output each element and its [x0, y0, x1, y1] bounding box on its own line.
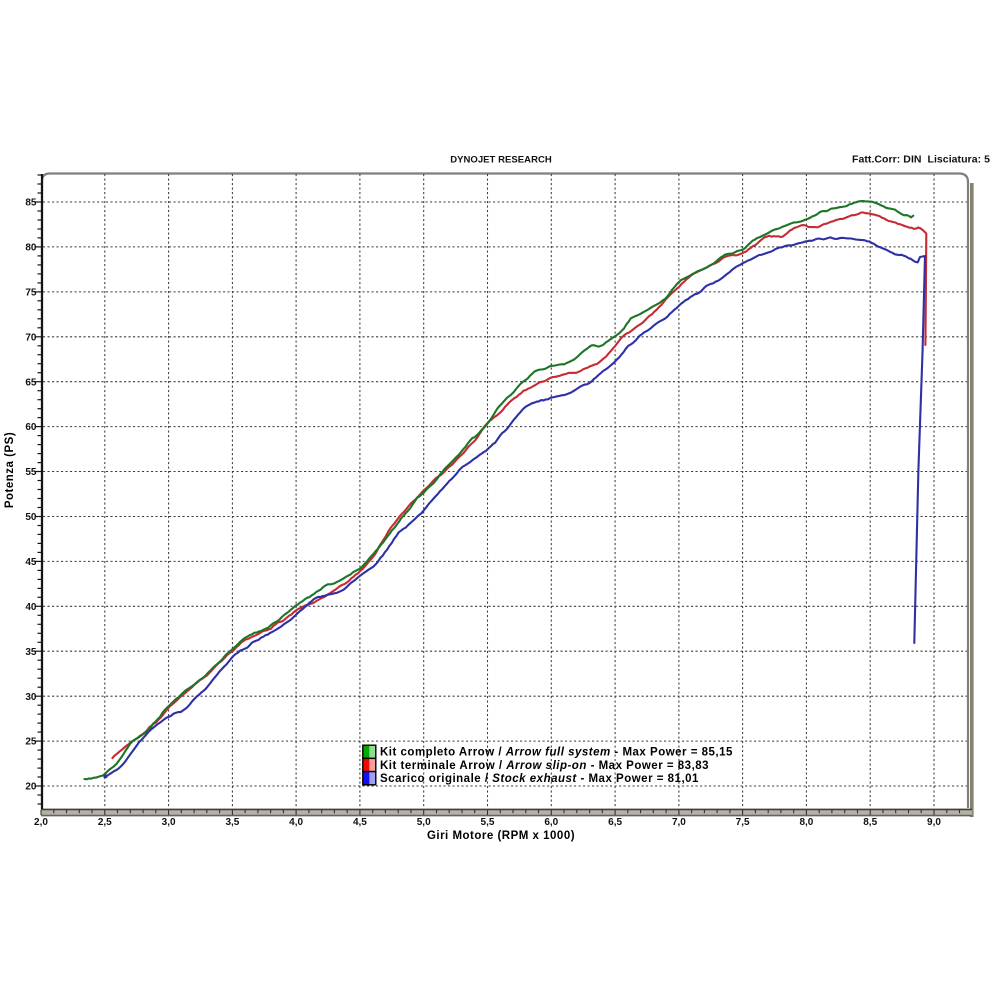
svg-text:Potenza (PS): Potenza (PS) — [4, 432, 16, 508]
svg-text:5,0: 5,0 — [417, 817, 431, 828]
svg-text:DYNOJET RESEARCH: DYNOJET RESEARCH — [450, 155, 552, 166]
svg-text:Giri Motore (RPM x 1000): Giri Motore (RPM x 1000) — [427, 830, 575, 842]
svg-text:85: 85 — [25, 198, 37, 209]
svg-text:8,0: 8,0 — [799, 817, 813, 828]
svg-text:45: 45 — [25, 557, 37, 568]
svg-text:5,5: 5,5 — [481, 817, 495, 828]
svg-text:2,5: 2,5 — [98, 817, 112, 828]
svg-text:6,0: 6,0 — [544, 817, 558, 828]
svg-text:Kit completo Arrow / Arrow ful: Kit completo Arrow / Arrow full system -… — [380, 747, 733, 759]
svg-text:40: 40 — [25, 602, 37, 613]
svg-text:20: 20 — [25, 782, 37, 793]
svg-text:7,5: 7,5 — [736, 817, 750, 828]
svg-text:4,5: 4,5 — [353, 817, 367, 828]
svg-text:30: 30 — [25, 692, 37, 703]
svg-text:Fatt.Corr: DIN Lisciatura: 5: Fatt.Corr: DIN Lisciatura: 5 — [852, 154, 990, 166]
svg-text:6,5: 6,5 — [608, 817, 622, 828]
svg-text:80: 80 — [25, 243, 37, 254]
svg-text:25: 25 — [25, 737, 37, 748]
svg-text:7,0: 7,0 — [672, 817, 686, 828]
svg-text:2,0: 2,0 — [34, 817, 48, 828]
svg-text:Scarico originale / Stock exha: Scarico originale / Stock exhaust - Max … — [380, 773, 699, 785]
svg-text:9,0: 9,0 — [927, 817, 941, 828]
svg-text:4,0: 4,0 — [289, 817, 303, 828]
svg-text:75: 75 — [25, 288, 37, 299]
svg-text:3,5: 3,5 — [225, 817, 239, 828]
svg-text:65: 65 — [25, 377, 37, 388]
svg-text:70: 70 — [25, 332, 37, 343]
svg-text:35: 35 — [25, 647, 37, 658]
svg-text:55: 55 — [25, 467, 37, 478]
svg-text:3,0: 3,0 — [162, 817, 176, 828]
svg-text:60: 60 — [25, 422, 37, 433]
svg-text:8,5: 8,5 — [863, 817, 877, 828]
svg-text:50: 50 — [25, 512, 37, 523]
svg-text:Kit terminale Arrow / Arrow sl: Kit terminale Arrow / Arrow slip-on - Ma… — [380, 760, 709, 772]
